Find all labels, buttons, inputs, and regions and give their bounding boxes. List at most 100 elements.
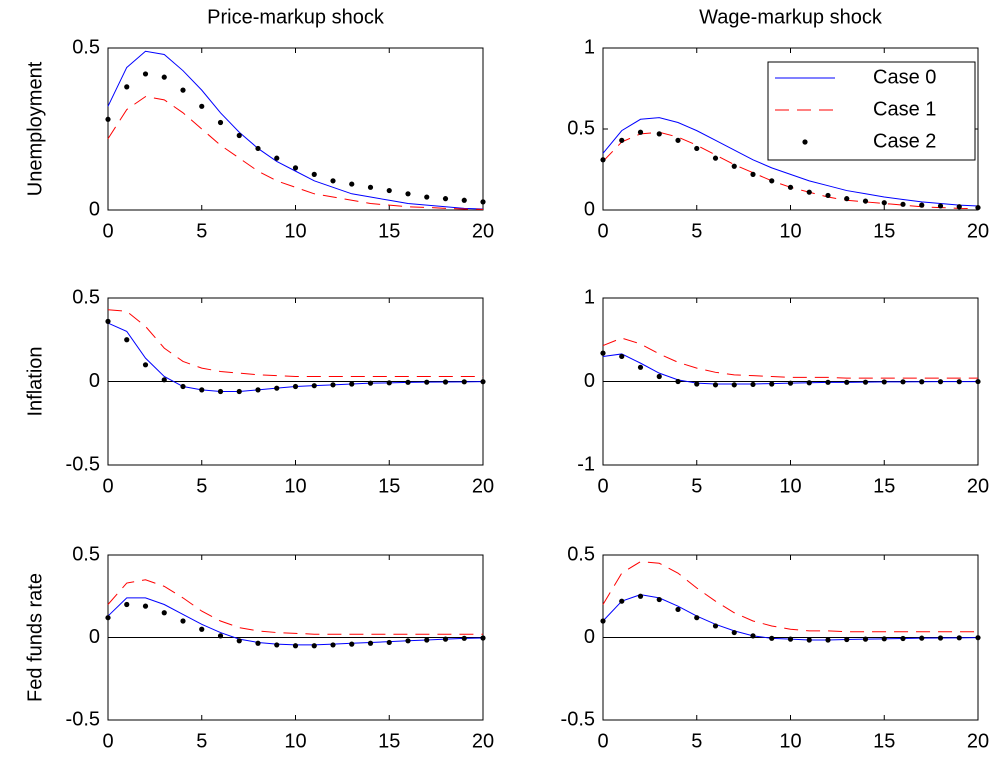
data-point xyxy=(255,387,261,393)
data-point xyxy=(161,377,167,383)
y-tick-label: 0 xyxy=(584,198,595,220)
data-point xyxy=(236,132,242,139)
data-point xyxy=(675,137,681,143)
data-point xyxy=(274,385,280,391)
data-point xyxy=(255,145,261,152)
data-point xyxy=(386,187,392,194)
x-tick-label: 0 xyxy=(102,730,113,752)
data-point xyxy=(199,626,205,632)
data-point xyxy=(825,192,831,199)
data-point xyxy=(750,381,756,388)
data-point xyxy=(844,379,850,385)
y-tick-label: 0.5 xyxy=(567,117,595,139)
data-point xyxy=(311,383,317,389)
data-point xyxy=(255,640,261,646)
data-point xyxy=(367,640,374,646)
data-point xyxy=(236,638,242,644)
x-tick-label: 0 xyxy=(102,475,113,497)
y-tick-label: -0.5 xyxy=(66,708,100,730)
data-point xyxy=(675,378,681,385)
x-tick-label: 15 xyxy=(378,730,400,752)
x-tick-label: 15 xyxy=(378,475,400,497)
x-tick-label: 5 xyxy=(691,475,702,497)
legend-label: Case 2 xyxy=(873,130,936,152)
data-point xyxy=(694,381,700,387)
series-line xyxy=(107,579,483,635)
data-point xyxy=(480,379,486,385)
y-axis-label: Fed funds rate xyxy=(24,573,46,702)
data-point xyxy=(217,633,224,639)
legend-symbol xyxy=(802,139,808,145)
plot-frame xyxy=(107,47,484,211)
data-point xyxy=(619,353,625,360)
data-point xyxy=(142,362,149,368)
x-tick-label: 15 xyxy=(873,475,895,497)
data-point xyxy=(442,636,449,642)
y-axis-label: Unemployment xyxy=(24,61,46,196)
data-point xyxy=(656,373,662,380)
x-tick-label: 15 xyxy=(378,220,400,242)
data-point xyxy=(956,379,962,385)
data-point xyxy=(750,171,756,177)
data-point xyxy=(405,638,411,644)
y-tick-label: 0.5 xyxy=(72,286,100,308)
legend-label: Case 1 xyxy=(873,98,936,120)
data-point xyxy=(844,196,850,202)
x-tick-label: 20 xyxy=(967,475,989,497)
data-point xyxy=(731,629,737,636)
y-tick-label: 0.5 xyxy=(72,543,100,565)
data-point xyxy=(919,202,925,208)
data-point xyxy=(787,380,794,386)
data-point xyxy=(825,379,831,385)
data-point xyxy=(161,74,167,80)
data-point xyxy=(937,379,944,385)
data-point xyxy=(367,380,374,386)
data-point xyxy=(442,379,449,385)
data-point xyxy=(386,639,392,646)
series-line xyxy=(107,96,484,210)
data-point xyxy=(292,383,299,390)
data-point xyxy=(712,382,719,388)
data-point xyxy=(769,178,775,184)
data-point xyxy=(731,382,737,388)
data-point xyxy=(292,643,299,649)
x-tick-label: 0 xyxy=(597,730,608,752)
data-point xyxy=(975,378,981,385)
data-point xyxy=(900,635,906,642)
x-tick-label: 10 xyxy=(284,730,306,752)
data-point xyxy=(424,379,430,385)
y-tick-label: 0.5 xyxy=(72,36,100,58)
series-line xyxy=(602,561,978,633)
data-point xyxy=(349,381,355,387)
data-point xyxy=(975,204,981,211)
y-tick-label: 0 xyxy=(89,626,100,648)
data-point xyxy=(424,637,430,643)
data-point xyxy=(619,598,625,604)
data-point xyxy=(311,643,317,649)
x-tick-label: 10 xyxy=(779,730,801,752)
y-tick-label: 1 xyxy=(584,36,595,58)
y-axis-label: Inflation xyxy=(24,346,46,416)
data-point xyxy=(900,201,906,207)
x-tick-label: 5 xyxy=(196,220,207,242)
data-point xyxy=(862,198,869,204)
x-tick-label: 0 xyxy=(102,220,113,242)
data-point xyxy=(142,71,149,77)
data-point xyxy=(656,131,662,137)
x-tick-label: 20 xyxy=(472,220,494,242)
data-point xyxy=(199,103,205,109)
data-point xyxy=(199,387,205,393)
x-tick-label: 10 xyxy=(779,475,801,497)
data-point xyxy=(600,618,606,624)
data-point xyxy=(694,615,700,621)
x-tick-label: 20 xyxy=(967,220,989,242)
data-point xyxy=(142,603,149,609)
data-point xyxy=(806,189,812,195)
y-tick-label: 1 xyxy=(584,286,595,308)
data-point xyxy=(675,606,681,613)
data-point xyxy=(712,155,719,161)
data-point xyxy=(349,181,355,187)
data-point xyxy=(349,641,355,647)
data-point xyxy=(600,350,606,356)
data-point xyxy=(442,196,449,202)
